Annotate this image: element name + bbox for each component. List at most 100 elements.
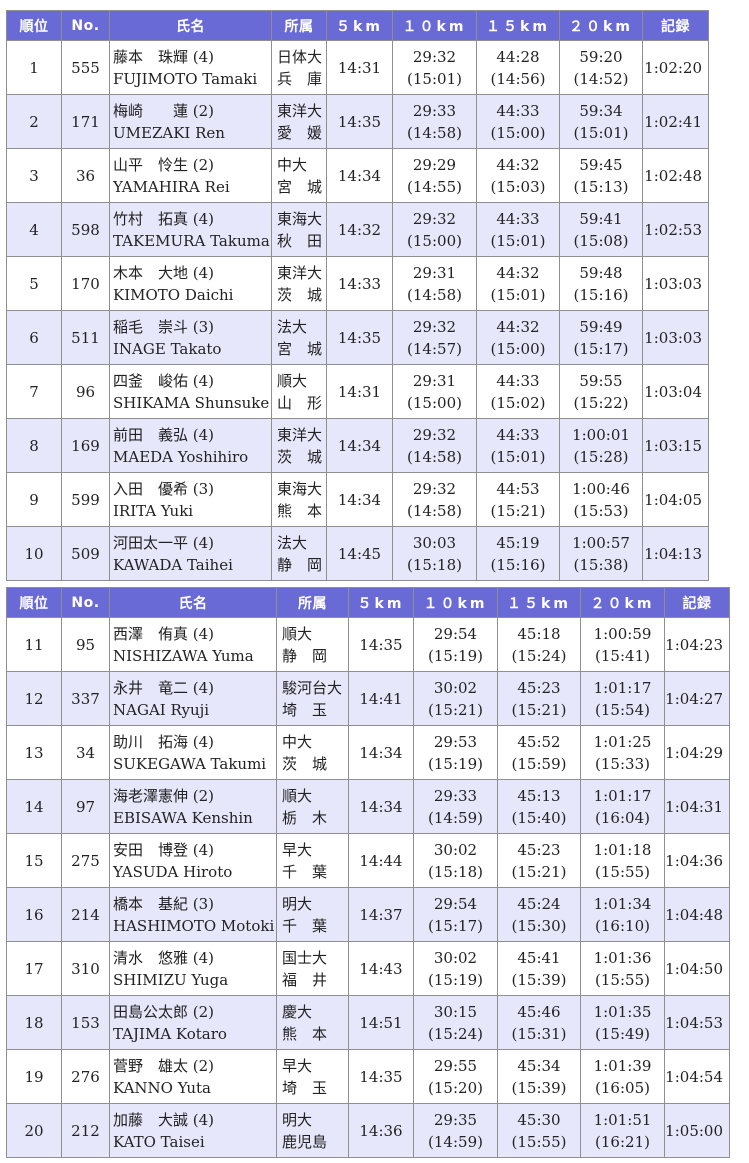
affiliation-cell: 東洋大茨 城 <box>271 418 327 473</box>
affiliation-cell-sub: 茨 城 <box>277 285 323 304</box>
split-15km-cell-main: 45:23 <box>517 840 561 859</box>
split-15km-cell: 44:32 (15:01) <box>476 256 560 311</box>
split-20km-cell-main: 1:01:51 <box>593 1110 652 1129</box>
split-15km-cell: 44:28 (14:56) <box>476 40 560 95</box>
split-5km-cell: 14:34 <box>326 472 393 527</box>
split-15km-cell: 44:33 (15:01) <box>476 202 560 257</box>
record-cell: 1:03:03 <box>642 310 709 365</box>
record-cell: 1:03:04 <box>642 364 709 419</box>
split-5km-cell: 14:34 <box>326 418 393 473</box>
split-20km-cell-sub: (15:53) <box>573 501 629 520</box>
record-cell: 1:04:29 <box>664 725 730 780</box>
affiliation-cell-sub: 山 形 <box>277 393 323 412</box>
bib-number-cell: 96 <box>61 364 110 419</box>
split-20km-cell-sub: (16:05) <box>595 1078 650 1097</box>
split-10km-cell: 29:32 (14:58) <box>392 472 477 527</box>
runner-name-cell-sub: FUJIMOTO Tamaki <box>113 69 258 88</box>
split-5km-cell: 14:43 <box>348 941 414 996</box>
header-15km: １５km <box>476 10 560 41</box>
affiliation-cell-main: 順大 <box>277 371 308 390</box>
split-20km-cell-sub: (15:17) <box>573 339 629 358</box>
split-15km-cell-sub: (15:55) <box>511 1132 567 1151</box>
split-15km-cell-sub: (15:02) <box>490 393 546 412</box>
split-15km-cell-sub: (15:24) <box>511 646 567 665</box>
runner-name-cell-sub: SHIKAMA Shunsuke <box>113 393 270 412</box>
affiliation-cell: 日体大兵 庫 <box>271 40 327 95</box>
record-cell: 1:04:31 <box>664 779 730 834</box>
bib-number-cell: 555 <box>61 40 110 95</box>
runner-name-cell-sub: TAKEMURA Takuma <box>113 231 270 250</box>
split-10km-cell: 29:54 (15:17) <box>413 887 498 942</box>
split-10km-cell-sub: (14:59) <box>428 1132 483 1151</box>
split-20km-cell-main: 1:01:34 <box>593 894 652 913</box>
bib-number-cell: 598 <box>61 202 110 257</box>
split-20km-cell: 59:45 (15:13) <box>559 148 643 203</box>
affiliation-cell: 東洋大茨 城 <box>271 256 327 311</box>
rank-cell: 16 <box>6 887 62 942</box>
affiliation-cell-main: 法大 <box>277 317 308 336</box>
split-15km-cell: 45:24 (15:30) <box>497 887 581 942</box>
runner-name-cell: 藤本 珠輝 (4) FUJIMOTO Tamaki <box>109 40 272 95</box>
affiliation-cell-sub: 埼 玉 <box>282 700 328 719</box>
bib-number-cell: 310 <box>61 941 110 996</box>
affiliation-cell: 中大宮 城 <box>271 148 327 203</box>
header-name: 氏名 <box>109 587 277 618</box>
split-5km-cell: 14:34 <box>348 725 414 780</box>
split-10km-cell-sub: (15:19) <box>428 646 483 665</box>
header-affiliation: 所属 <box>276 587 349 618</box>
split-10km-cell-main: 30:15 <box>433 1002 478 1021</box>
runner-name-cell: 清水 悠雅 (4) SHIMIZU Yuga <box>109 941 277 996</box>
split-10km-cell: 29:32 (14:57) <box>392 310 477 365</box>
affiliation-cell-main: 東海大 <box>277 209 323 228</box>
split-20km-cell-sub: (14:52) <box>573 69 629 88</box>
split-15km-cell-sub: (15:59) <box>511 754 567 773</box>
bib-number-cell: 212 <box>61 1103 110 1158</box>
split-10km-cell: 30:02 (15:18) <box>413 833 498 888</box>
header-affiliation: 所属 <box>271 10 327 41</box>
split-20km-cell-main: 1:01:18 <box>593 840 652 859</box>
split-15km-cell-sub: (15:03) <box>490 177 546 196</box>
runner-name-cell-sub: MAEDA Yoshihiro <box>113 447 249 466</box>
split-15km-cell-main: 45:52 <box>517 732 561 751</box>
split-15km-cell-main: 45:34 <box>517 1056 561 1075</box>
split-20km-cell-main: 59:41 <box>579 209 623 228</box>
affiliation-cell-main: 明大 <box>282 1110 313 1129</box>
split-15km-cell-sub: (15:01) <box>490 231 546 250</box>
header-10km: １０km <box>392 10 477 41</box>
split-20km-cell-sub: (15:13) <box>573 177 629 196</box>
split-10km-cell-sub: (15:24) <box>428 1024 483 1043</box>
split-15km-cell-sub: (15:01) <box>490 447 546 466</box>
split-10km-cell: 29:29 (14:55) <box>392 148 477 203</box>
split-10km-cell-sub: (15:00) <box>407 231 462 250</box>
split-10km-cell-main: 29:32 <box>412 479 457 498</box>
runner-name-cell-sub: HASHIMOTO Motoki <box>113 916 275 935</box>
split-15km-cell: 45:52 (15:59) <box>497 725 581 780</box>
rank-cell: 15 <box>6 833 62 888</box>
runner-name-cell-main: 前田 義弘 (4) <box>113 425 215 444</box>
table-row: 14 97 海老澤憲伸 (2) EBISAWA Kenshin 順大栃 木 14:34 29… <box>6 779 730 834</box>
split-15km-cell: 44:33 (15:00) <box>476 94 560 149</box>
split-15km-cell-sub: (15:01) <box>490 285 546 304</box>
header-row: 順位 No. 氏名 所属 ５km １０km １５km ２０km 記録 <box>6 587 730 618</box>
affiliation-cell: 明大千 葉 <box>276 887 349 942</box>
bib-number-cell: 337 <box>61 671 110 726</box>
split-5km-cell: 14:34 <box>326 148 393 203</box>
table-row: 19 276 菅野 雄太 (2) KANNO Yuta 早大埼 玉 14:35 29:55(… <box>6 1049 730 1104</box>
runner-name-cell-main: 竹村 拓真 (4) <box>113 209 215 228</box>
split-5km-cell: 14:37 <box>348 887 414 942</box>
runner-name-cell: 海老澤憲伸 (2) EBISAWA Kenshin <box>109 779 277 834</box>
split-15km-cell-main: 44:33 <box>496 371 540 390</box>
bib-number-cell: 97 <box>61 779 110 834</box>
table-row: 8 169 前田 義弘 (4) MAEDA Yoshihiro 東洋大茨 城 14:34 2… <box>6 418 709 473</box>
runner-name-cell: 竹村 拓真 (4) TAKEMURA Takuma <box>109 202 272 257</box>
split-20km-cell-main: 59:45 <box>579 155 623 174</box>
affiliation-cell-main: 早大 <box>282 840 313 859</box>
results-body-1: 1 555 藤本 珠輝 (4) FUJIMOTO Tamaki 日体大兵 庫 14:31 2… <box>6 40 709 581</box>
split-5km-cell: 14:51 <box>348 995 414 1050</box>
affiliation-cell: 東海大秋 田 <box>271 202 327 257</box>
split-15km-cell-main: 44:32 <box>496 263 540 282</box>
affiliation-cell-sub: 栃 木 <box>282 808 328 827</box>
table-row: 2 171 梅崎 蓮 (2) UMEZAKI Ren 東洋大愛 媛 14:35 29:33 (… <box>6 94 709 149</box>
split-20km-cell: 1:00:57 (15:38) <box>559 526 643 581</box>
affiliation-cell-main: 早大 <box>282 1056 313 1075</box>
